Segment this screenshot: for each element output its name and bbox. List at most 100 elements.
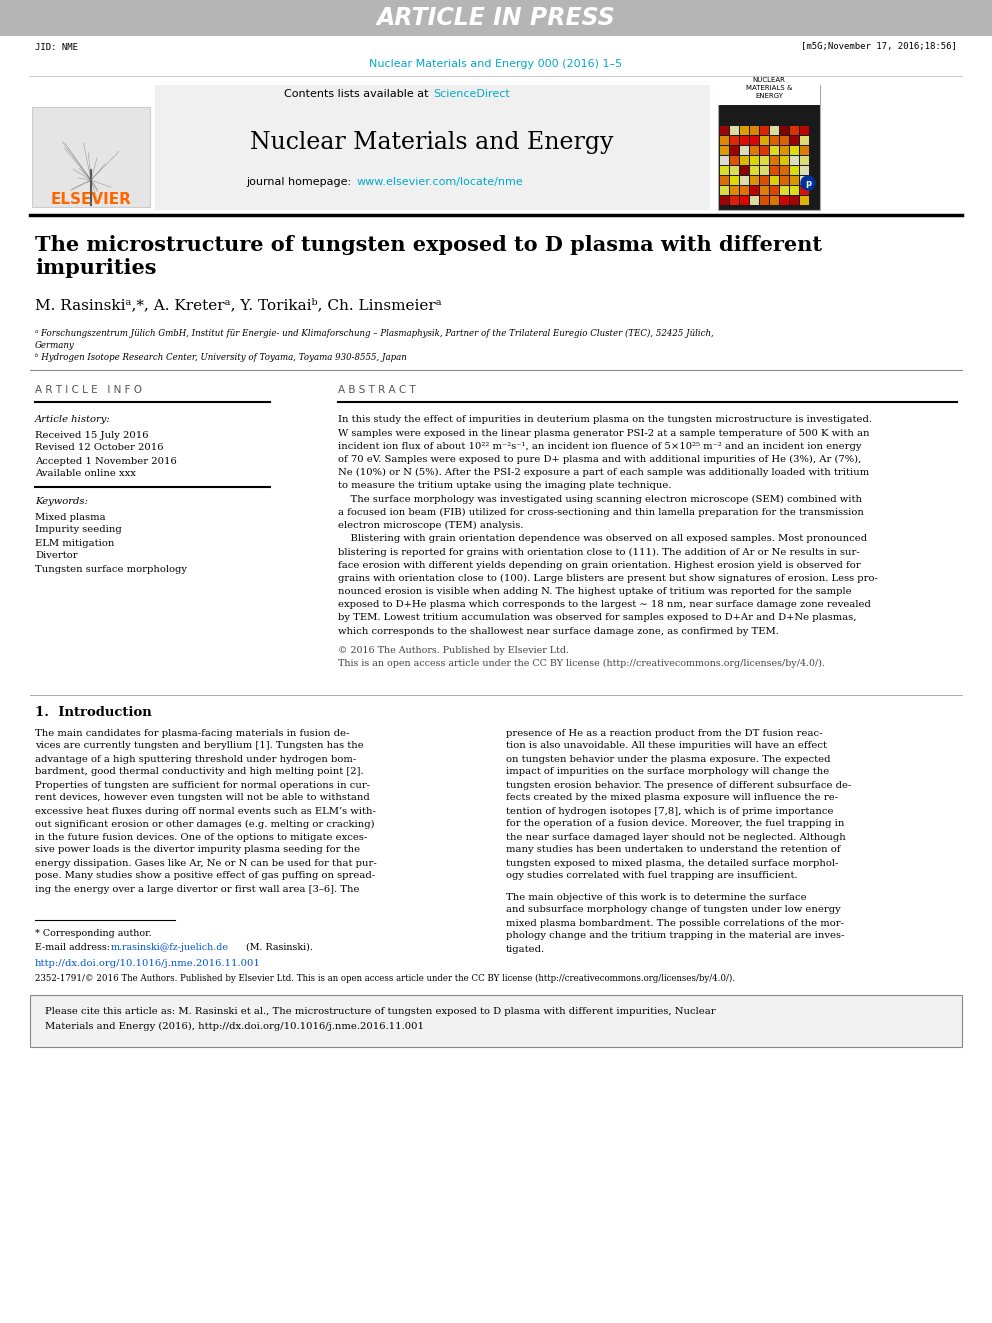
Text: In this study the effect of impurities in deuterium plasma on the tungsten micro: In this study the effect of impurities i… [338, 415, 872, 425]
Text: www.elsevier.com/locate/nme: www.elsevier.com/locate/nme [357, 177, 524, 187]
Bar [780, 136, 789, 146]
Text: ogy studies correlated with fuel trapping are insufficient.: ogy studies correlated with fuel trappin… [506, 872, 798, 881]
Bar [730, 165, 739, 175]
Bar [770, 196, 779, 205]
Text: a focused ion beam (FIB) utilized for cross-sectioning and thin lamella preparat: a focused ion beam (FIB) utilized for cr… [338, 508, 864, 517]
Bar [730, 126, 739, 135]
Bar [770, 165, 779, 175]
Text: The main candidates for plasma-facing materials in fusion de-: The main candidates for plasma-facing ma… [35, 729, 349, 737]
Bar [750, 196, 759, 205]
Text: Accepted 1 November 2016: Accepted 1 November 2016 [35, 456, 177, 466]
Text: JID: NME: JID: NME [35, 42, 78, 52]
Bar [730, 187, 739, 194]
Bar [760, 126, 769, 135]
Text: vices are currently tungsten and beryllium [1]. Tungsten has the: vices are currently tungsten and berylli… [35, 741, 364, 750]
Text: Article history:: Article history: [35, 415, 111, 425]
Text: Blistering with grain orientation dependence was observed on all exposed samples: Blistering with grain orientation depend… [338, 534, 867, 544]
Bar [720, 176, 729, 185]
Text: to measure the tritium uptake using the imaging plate technique.: to measure the tritium uptake using the … [338, 482, 672, 491]
Bar [760, 136, 769, 146]
Bar [770, 187, 779, 194]
Text: Impurity seeding: Impurity seeding [35, 525, 122, 534]
Text: mixed plasma bombardment. The possible correlations of the mor-: mixed plasma bombardment. The possible c… [506, 918, 844, 927]
Text: incident ion flux of about 10²² m⁻²s⁻¹, an incident ion fluence of 5×10²⁵ m⁻² an: incident ion flux of about 10²² m⁻²s⁻¹, … [338, 442, 861, 451]
Text: ᵃ Forschungszentrum Jülich GmbH, Institut für Energie- und Klimaforschung – Plas: ᵃ Forschungszentrum Jülich GmbH, Institu… [35, 328, 714, 337]
Bar [720, 156, 729, 165]
Bar [790, 187, 799, 194]
Bar [800, 156, 809, 165]
Text: presence of He as a reaction product from the DT fusion reac-: presence of He as a reaction product fro… [506, 729, 822, 737]
Bar [780, 146, 789, 155]
Text: The surface morphology was investigated using scanning electron microscope (SEM): The surface morphology was investigated … [338, 495, 862, 504]
Bar [155, 85, 710, 210]
Bar [780, 126, 789, 135]
Bar [790, 176, 799, 185]
Circle shape [801, 176, 815, 191]
Text: 1.  Introduction: 1. Introduction [35, 706, 152, 720]
Bar [750, 146, 759, 155]
Bar [790, 156, 799, 165]
Text: ScienceDirect: ScienceDirect [433, 89, 510, 99]
Bar [740, 187, 749, 194]
Bar [720, 196, 729, 205]
Text: ᵇ Hydrogen Isotope Research Center, University of Toyama, Toyama 930-8555, Japan: ᵇ Hydrogen Isotope Research Center, Univ… [35, 352, 407, 361]
Text: excessive heat fluxes during off normal events such as ELM’s with-: excessive heat fluxes during off normal … [35, 807, 376, 815]
Bar [750, 156, 759, 165]
Bar [770, 176, 779, 185]
Text: face erosion with different yields depending on grain orientation. Highest erosi: face erosion with different yields depen… [338, 561, 861, 570]
Text: out significant erosion or other damages (e.g. melting or cracking): out significant erosion or other damages… [35, 819, 375, 828]
Text: nounced erosion is visible when adding N. The highest uptake of tritium was repo: nounced erosion is visible when adding N… [338, 587, 851, 597]
Bar [718, 58, 820, 105]
Bar [790, 196, 799, 205]
Bar [720, 165, 729, 175]
Bar [800, 165, 809, 175]
Text: many studies has been undertaken to understand the retention of: many studies has been undertaken to unde… [506, 845, 840, 855]
Text: E-mail address:: E-mail address: [35, 942, 113, 951]
Bar [780, 187, 789, 194]
Text: ARTICLE IN PRESS: ARTICLE IN PRESS [377, 7, 615, 30]
Text: ing the energy over a large divertor or first wall area [3–6]. The: ing the energy over a large divertor or … [35, 885, 359, 893]
Text: NUCLEAR
MATERIALS &
ENERGY: NUCLEAR MATERIALS & ENERGY [746, 78, 793, 98]
Text: for the operation of a fusion device. Moreover, the fuel trapping in: for the operation of a fusion device. Mo… [506, 819, 844, 828]
Text: Materials and Energy (2016), http://dx.doi.org/10.1016/j.nme.2016.11.001: Materials and Energy (2016), http://dx.d… [45, 1021, 424, 1031]
Text: Please cite this article as: M. Rasinski et al., The microstructure of tungsten : Please cite this article as: M. Rasinski… [45, 1007, 715, 1016]
Text: phology change and the tritium trapping in the material are inves-: phology change and the tritium trapping … [506, 931, 844, 941]
Text: journal homepage:: journal homepage: [246, 177, 355, 187]
Text: [m5G;November 17, 2016;18:56]: [m5G;November 17, 2016;18:56] [802, 42, 957, 52]
Text: electron microscope (TEM) analysis.: electron microscope (TEM) analysis. [338, 521, 524, 531]
Text: by TEM. Lowest tritium accumulation was observed for samples exposed to D+Ar and: by TEM. Lowest tritium accumulation was … [338, 614, 856, 623]
Bar [730, 156, 739, 165]
Text: the near surface damaged layer should not be neglected. Although: the near surface damaged layer should no… [506, 832, 846, 841]
Text: Nuclear Materials and Energy: Nuclear Materials and Energy [250, 131, 614, 155]
Text: Properties of tungsten are sufficient for normal operations in cur-: Properties of tungsten are sufficient fo… [35, 781, 370, 790]
Bar [720, 126, 729, 135]
Text: Contents lists available at: Contents lists available at [284, 89, 432, 99]
Bar [718, 85, 820, 210]
Text: grains with orientation close to (100). Large blisters are present but show sign: grains with orientation close to (100). … [338, 574, 878, 583]
Text: Ne (10%) or N (5%). After the PSI-2 exposure a part of each sample was additiona: Ne (10%) or N (5%). After the PSI-2 expo… [338, 468, 869, 478]
Text: Tungsten surface morphology: Tungsten surface morphology [35, 565, 187, 573]
Text: m.rasinski@fz-juelich.de: m.rasinski@fz-juelich.de [111, 942, 229, 951]
Text: impact of impurities on the surface morphology will change the: impact of impurities on the surface morp… [506, 767, 829, 777]
Bar [750, 176, 759, 185]
Text: fects created by the mixed plasma exposure will influence the re-: fects created by the mixed plasma exposu… [506, 794, 838, 803]
Text: advantage of a high sputtering threshold under hydrogen bom-: advantage of a high sputtering threshold… [35, 754, 356, 763]
Text: tungsten exposed to mixed plasma, the detailed surface morphol-: tungsten exposed to mixed plasma, the de… [506, 859, 838, 868]
Bar [740, 126, 749, 135]
Bar [790, 146, 799, 155]
Text: The microstructure of tungsten exposed to D plasma with different: The microstructure of tungsten exposed t… [35, 235, 822, 255]
Bar [720, 146, 729, 155]
Bar [800, 196, 809, 205]
Bar [770, 156, 779, 165]
Bar [800, 176, 809, 185]
Text: M. Rasinskiᵃ,*, A. Kreterᵃ, Y. Torikaiᵇ, Ch. Linsmeierᵃ: M. Rasinskiᵃ,*, A. Kreterᵃ, Y. Torikaiᵇ,… [35, 298, 441, 312]
Text: Germany: Germany [35, 340, 74, 349]
Bar [740, 146, 749, 155]
Bar [730, 146, 739, 155]
Bar [780, 165, 789, 175]
Bar [760, 156, 769, 165]
Bar [730, 196, 739, 205]
Bar [30, 995, 962, 1046]
Text: which corresponds to the shallowest near surface damage zone, as confirmed by TE: which corresponds to the shallowest near… [338, 627, 779, 635]
Bar [740, 136, 749, 146]
